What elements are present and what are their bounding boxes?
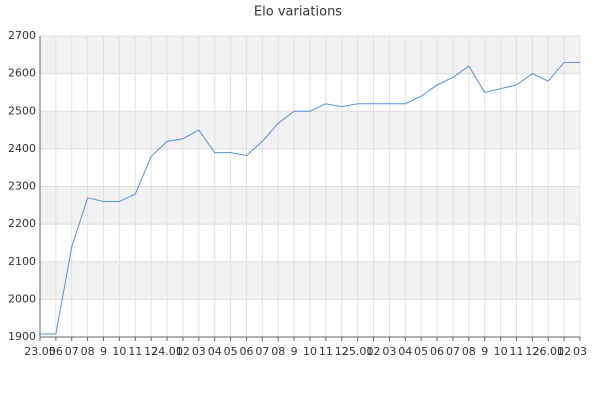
x-tick-label: 04 — [398, 345, 412, 358]
x-tick-label: 08 — [271, 345, 285, 358]
y-tick-label: 1900 — [8, 330, 36, 343]
y-tick-label: 2700 — [8, 29, 36, 42]
x-tick-label: 23.05 — [24, 345, 56, 358]
x-tick-label: 07 — [65, 345, 79, 358]
x-tick-label: 08 — [462, 345, 476, 358]
y-tick-label: 2500 — [8, 104, 36, 117]
x-tick-label: 06 — [430, 345, 444, 358]
y-tick-label: 2200 — [8, 217, 36, 230]
y-tick-label: 2000 — [8, 292, 36, 305]
x-tick-label: 25.01 — [342, 345, 374, 358]
x-tick-label: 9 — [481, 345, 488, 358]
x-tick-label: 10 — [112, 345, 126, 358]
x-tick-label: 02 — [557, 345, 571, 358]
y-tick-label: 2600 — [8, 67, 36, 80]
line-series — [40, 61, 580, 335]
x-tick-label: 10 — [494, 345, 508, 358]
x-tick-label: 05 — [224, 345, 238, 358]
x-tick-label: 03 — [382, 345, 396, 358]
y-tick-label: 2400 — [8, 142, 36, 155]
x-tick-label: 12 — [144, 345, 158, 358]
x-tick-label: 9 — [100, 345, 107, 358]
x-tick-label: 03 — [573, 345, 587, 358]
x-tick-label: 9 — [291, 345, 298, 358]
x-tick-label: 07 — [255, 345, 269, 358]
x-tick-label: 02 — [176, 345, 190, 358]
y-tick-label: 2100 — [8, 255, 36, 268]
x-tick-label: 06 — [49, 345, 63, 358]
x-tick-label: 08 — [81, 345, 95, 358]
x-tick-label: 04 — [208, 345, 222, 358]
x-tick-label: 11 — [319, 345, 333, 358]
x-tick-label: 11 — [128, 345, 142, 358]
y-tick-label: 2300 — [8, 180, 36, 193]
x-tick-label: 03 — [192, 345, 206, 358]
x-tick-label: 05 — [414, 345, 428, 358]
x-tick-label: 24.01 — [151, 345, 183, 358]
x-tick-label: 12 — [525, 345, 539, 358]
x-tick-label: 02 — [367, 345, 381, 358]
x-tick-label: 06 — [239, 345, 253, 358]
x-tick-label: 07 — [446, 345, 460, 358]
x-tick-label: 26.01 — [532, 345, 564, 358]
x-tick-label: 12 — [335, 345, 349, 358]
x-tick-label: 11 — [509, 345, 523, 358]
x-tick-label: 10 — [303, 345, 317, 358]
chart-title: Elo variations — [254, 5, 342, 20]
